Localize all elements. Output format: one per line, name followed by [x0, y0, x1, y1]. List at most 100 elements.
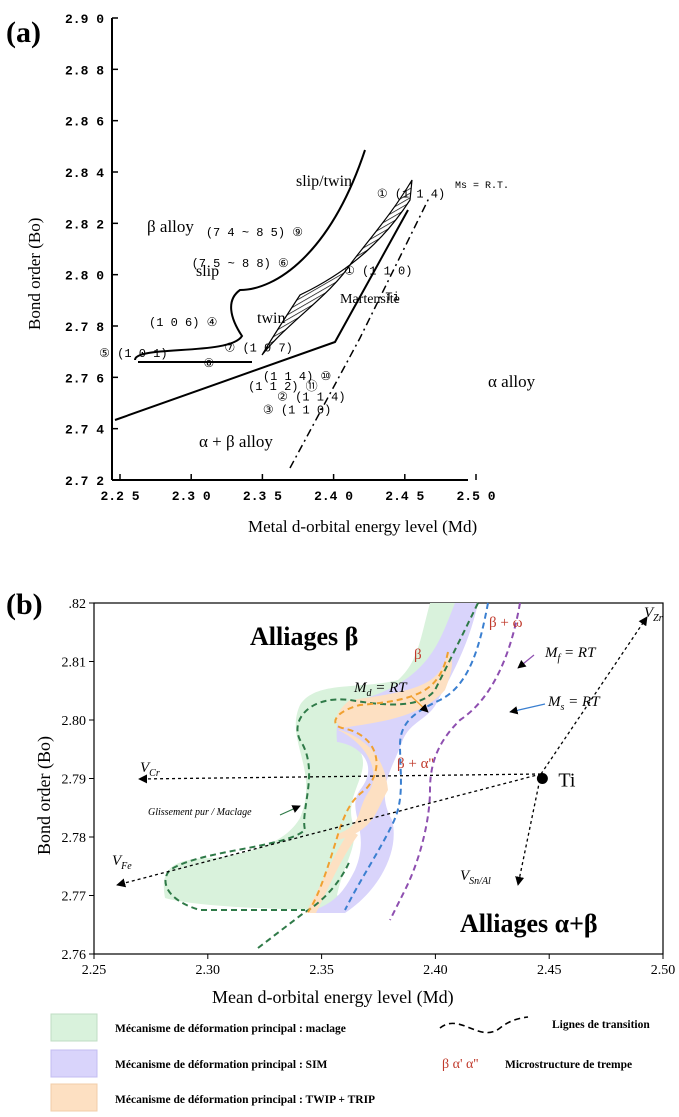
panel-b-label-vcr: VCr [140, 760, 160, 779]
panel-a-point-label: (1 1 4) ⑩ [263, 370, 331, 384]
panel-b-y-tick-label: 2.81 [62, 656, 87, 671]
panel-b-x-tick-label: 2.45 [537, 963, 562, 978]
panel-a-y-tick-label: 2.7 6 [65, 371, 104, 386]
panel-a-point-label: ① (1 1 0) [344, 265, 412, 279]
panel-b-label-mf: Mf = RT [544, 645, 597, 664]
panel-a-point-label: Ti [385, 290, 399, 304]
panel-b-vector-cr [138, 773, 542, 784]
panel-a-y-tick-label: 2.9 0 [65, 12, 104, 27]
panel-b-y-tick-label: .82 [69, 597, 87, 612]
panel-a-slip-twin-label: slip/twin [296, 173, 352, 190]
panel-a-point-label: ① (1 1 4) [377, 188, 445, 202]
panel-b-x-ticks: 2.25 2.30 2.35 2.40 2.45 2.50 [82, 954, 676, 978]
panel-b-pointer-ms [509, 703, 546, 715]
panel-a-y-tick-label: 2.8 6 [65, 115, 104, 130]
panel-a-x-tick-label: 2.5 0 [456, 489, 495, 504]
panel-a-point-label: (1 0 6) ④ [149, 316, 217, 330]
legend-label-quench: Microstructure de trempe [505, 1059, 632, 1071]
panel-a-alpha-alloy-label: α alloy [488, 372, 536, 391]
panel-a-boundary-lower [114, 209, 409, 421]
panel-a-point-label: (1 1 2) ⑪ [248, 379, 318, 394]
panel-a-beta-alloy-label: β alloy [147, 217, 194, 236]
legend-label-transition: Lignes de transition [552, 1019, 650, 1031]
panel-b-beta-omega-label: β + ω [489, 615, 523, 631]
panel-a-y-ticks: 2.9 0 2.8 8 2.8 6 2.8 4 2.8 2 2.8 0 2.7 8 2.7 6… [65, 12, 118, 489]
panel-a-points: Ti (7 4 ~ 8 5) ⑨ (7 5 ~ 8 8) ⑥ (1 0 6) ④ ⑤ (… [99, 188, 445, 418]
panel-b-x-tick-label: 2.35 [309, 963, 334, 978]
panel-b-label-vzr: VZr [644, 605, 663, 624]
panel-a-point-label: ⑦ (1 0 7) [224, 342, 292, 356]
panel-b-x-tick-label: 2.50 [651, 963, 676, 978]
legend-swatch-sim [50, 1049, 98, 1078]
panel-b-label-ms: Ms = RT [547, 694, 601, 713]
panel-a-x-axis-title: Metal d-orbital energy level (Md) [248, 517, 477, 536]
panel-b: (b) VZr VCr VFe VSn/Al Mf = RT M [6, 588, 675, 1008]
panel-a-martensite-region [261, 179, 413, 356]
panel-b-y-tick-label: 2.76 [62, 948, 87, 963]
panel-a-y-tick-label: 2.7 4 [65, 423, 104, 438]
panel-a-point-label: ⑧ [203, 357, 214, 371]
panel-a-y-tick-label: 2.8 0 [65, 269, 104, 284]
panel-a-point-label: ② (1 1 4) [277, 390, 345, 404]
legend-label-twip: Mécanisme de déformation principal : TWI… [115, 1094, 375, 1106]
panel-b-label-vfe: VFe [112, 853, 132, 872]
panel-b-pointer-mf [517, 654, 535, 669]
panel-b-point-label: Ti [558, 770, 576, 792]
panel-a-x-tick-label: 2.4 5 [385, 489, 424, 504]
panel-a-ms-label: Ms = R.T. [455, 181, 509, 192]
panel-b-y-tick-label: 2.77 [62, 890, 87, 905]
panel-a-label: (a) [6, 16, 41, 49]
panel-a-x-tick-label: 2.3 0 [172, 489, 211, 504]
panel-a-y-axis-title: Bond order (Bo) [25, 218, 44, 330]
panel-a-x-ticks: 2.2 5 2.3 0 2.3 5 2.4 0 2.4 5 2.5 0 [100, 474, 496, 504]
legend-symbol-quench: β α' α'' [442, 1057, 478, 1072]
legend-label-sim: Mécanisme de déformation principal : SIM [115, 1059, 328, 1071]
panel-b-y-tick-label: 2.78 [62, 831, 87, 846]
panel-a-twin-label: twin [257, 310, 285, 327]
panel-b-beta-alpha-label: β + α'' [397, 756, 434, 772]
panel-a-alpha-beta-label: α + β alloy [199, 432, 273, 451]
panel-a-point-label: (7 5 ~ 8 8) ⑥ [192, 257, 289, 271]
legend-swatch-maclage [50, 1013, 98, 1042]
panel-b-y-axis-title: Bond order (Bo) [34, 736, 55, 855]
panel-a-point-label: ⑤ (1 0 1) [99, 347, 167, 361]
panel-b-x-axis-title: Mean d-orbital energy level (Md) [212, 987, 454, 1008]
panel-b-green-boundary-lower [257, 859, 351, 949]
panel-a-point-label: (7 4 ~ 8 5) ⑨ [206, 226, 303, 240]
panel-b-region-maclage [163, 603, 478, 910]
panel-b-vector-snal [515, 773, 542, 886]
panel-b-x-tick-label: 2.30 [196, 963, 221, 978]
panel-b-label-md: Md = RT [353, 680, 408, 699]
panel-a-x-tick-label: 2.4 0 [314, 489, 353, 504]
panel-b-ms-boundary [344, 602, 489, 911]
panel-a-y-tick-label: 2.7 8 [65, 320, 104, 335]
panel-b-point-ti [536, 773, 548, 784]
legend-swatch-twip [50, 1083, 98, 1112]
panel-b-alliages-beta: Alliages β [250, 622, 358, 651]
panel-b-y-tick-label: 2.80 [62, 714, 87, 729]
panel-a-y-tick-label: 2.8 4 [65, 166, 104, 181]
panel-a-x-tick-label: 2.3 5 [243, 489, 282, 504]
panel-b-alliages-ab: Alliages α+β [460, 909, 598, 938]
panel-b-pointer-md [411, 696, 429, 713]
panel-a-y-tick-label: 2.7 2 [65, 474, 104, 489]
panel-b-y-tick-label: 2.79 [62, 773, 87, 788]
legend-transition-line-icon [439, 1016, 529, 1034]
panel-b-y-ticks: .82 2.81 2.80 2.79 2.78 2.77 2.76 [62, 597, 94, 963]
panel-b-x-tick-label: 2.25 [82, 963, 107, 978]
panel-a-martensite-label: Martensite [340, 292, 400, 307]
panel-b-glissement-label: Glissement pur / Maclage [148, 807, 252, 818]
panel-a-boundary-beta [134, 149, 366, 361]
panel-b-label: (b) [6, 588, 43, 621]
panel-b-md-boundary [307, 651, 449, 913]
panel-b-label-vsnal: VSn/Al [460, 868, 491, 887]
panel-b-mf-boundary [389, 602, 521, 921]
panel-b-green-boundary [164, 602, 479, 911]
panel-a-dashdot-line [289, 195, 431, 469]
panel-b-region-twip-trip [305, 652, 452, 913]
legend: Mécanisme de déformation principal : mac… [50, 1013, 650, 1112]
panel-a-point-label: ③ (1 1 0) [263, 403, 331, 417]
panel-b-vector-fe [116, 773, 542, 888]
panel-a: (a) 2.9 02.8 82.8 62.8 42.8 22.8 02.7 82… [6, 12, 536, 536]
